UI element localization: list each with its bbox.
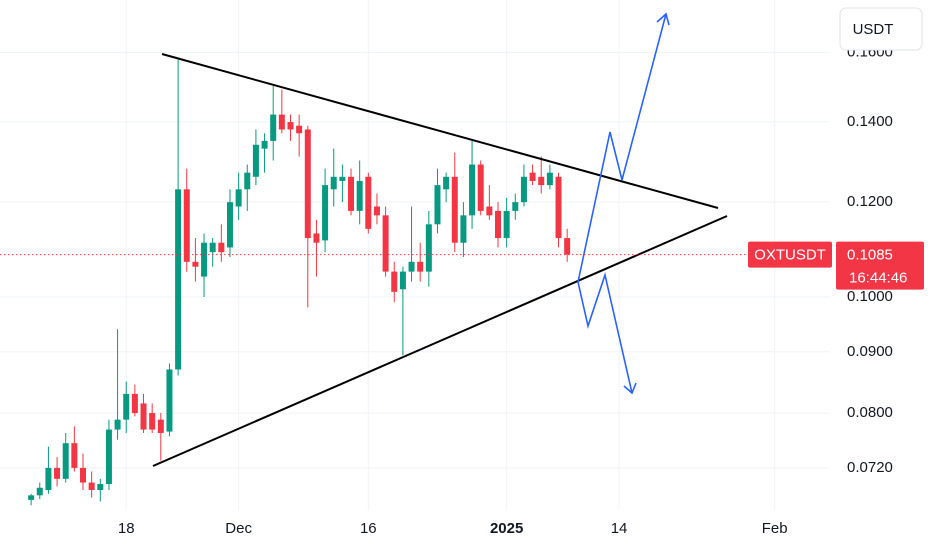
candle-body — [382, 215, 389, 272]
candle-body — [287, 121, 294, 130]
candle-body — [520, 176, 527, 203]
price-label-box — [836, 241, 924, 290]
y-tick-label: 0.1200 — [847, 193, 893, 210]
candle-body — [71, 443, 78, 468]
candle-body — [348, 176, 355, 211]
candle-body — [330, 176, 337, 190]
candle-body — [278, 114, 285, 130]
candle-body — [365, 176, 372, 229]
candle-body — [538, 176, 545, 186]
arrow-head — [656, 12, 670, 26]
axes: 18 Dec 16 2025 14 Feb 0.0720 0.0800 0.0900 0.1000… — [0, 43, 924, 537]
candle-body — [209, 242, 216, 253]
candle-body — [226, 202, 233, 248]
candle-body — [391, 271, 398, 292]
arrow-path — [577, 13, 667, 283]
symbol-label-box — [748, 241, 832, 268]
candle-body — [36, 487, 43, 496]
candle-body — [252, 144, 259, 177]
candle-body — [322, 185, 329, 241]
candle-body — [123, 393, 130, 420]
x-tick-label: Dec — [225, 520, 252, 537]
candle-body — [131, 393, 138, 414]
trend-line — [152, 215, 728, 467]
trend-line — [161, 53, 719, 209]
candle-body — [175, 189, 182, 370]
currency[interactable]: USDT — [853, 21, 894, 38]
candle-body — [425, 224, 432, 272]
candle-body — [166, 369, 173, 432]
candle-body — [443, 176, 450, 190]
x-tick-label: Feb — [762, 520, 788, 537]
x-tick-label: 16 — [360, 520, 377, 537]
candle-body — [503, 210, 510, 239]
arrow-head — [623, 382, 637, 395]
candle-body — [477, 164, 484, 211]
candle-body — [62, 443, 69, 479]
candle-body — [88, 482, 95, 491]
candle-body — [304, 129, 311, 239]
candle-body — [296, 125, 303, 134]
x-tick-label: 2025 — [490, 520, 523, 537]
candle-body — [399, 271, 406, 290]
price-label: 0.1085 — [847, 247, 893, 264]
candle-body — [201, 242, 208, 277]
y-tick-label: 0.1000 — [847, 288, 893, 305]
candle-body — [97, 484, 104, 491]
candle-body — [149, 413, 156, 430]
candle-body — [28, 495, 35, 500]
candles — [28, 59, 571, 506]
candle-body — [244, 172, 251, 190]
candle-body — [218, 242, 225, 253]
y-tick-label: 0.1400 — [847, 113, 893, 130]
candle-body — [356, 180, 363, 211]
candle-body — [183, 189, 190, 262]
candle-body — [546, 172, 553, 186]
candle-body — [512, 202, 519, 211]
candle-body — [54, 467, 61, 479]
candle-body — [80, 467, 86, 483]
candle-body — [114, 419, 121, 430]
candle-body — [434, 185, 441, 225]
candle-body — [408, 261, 415, 272]
candle-body — [45, 467, 52, 491]
candle-body — [157, 419, 164, 433]
arrow-path — [577, 272, 633, 394]
candle-body — [339, 176, 346, 181]
candle-body — [373, 206, 380, 216]
candle-body — [451, 176, 458, 243]
candle-body — [270, 114, 277, 141]
candle-body — [105, 429, 112, 485]
symbol-label: OXTUSDT — [754, 247, 826, 264]
drawings — [152, 12, 728, 467]
candle-body — [261, 140, 268, 149]
y-tick-label: 0.0900 — [847, 343, 893, 360]
candle-body — [564, 238, 571, 255]
countdown-label: 16:44:46 — [849, 270, 907, 287]
x-tick-label: 18 — [118, 520, 135, 537]
candle-body — [555, 176, 562, 239]
candle-body — [192, 261, 199, 267]
candle-body — [495, 210, 501, 239]
candle-body — [140, 403, 147, 430]
currency-box[interactable] — [839, 7, 923, 51]
y-tick-label: 0.0720 — [847, 459, 893, 476]
candle-body — [486, 206, 493, 216]
candle-body — [417, 261, 424, 272]
y-tick-label: 0.0800 — [847, 404, 893, 421]
candle-body — [460, 215, 467, 243]
candle-body — [235, 189, 242, 207]
candle-body — [469, 164, 476, 216]
candle-body — [313, 233, 320, 243]
candle-body — [529, 172, 536, 181]
x-tick-label: 14 — [611, 520, 628, 537]
